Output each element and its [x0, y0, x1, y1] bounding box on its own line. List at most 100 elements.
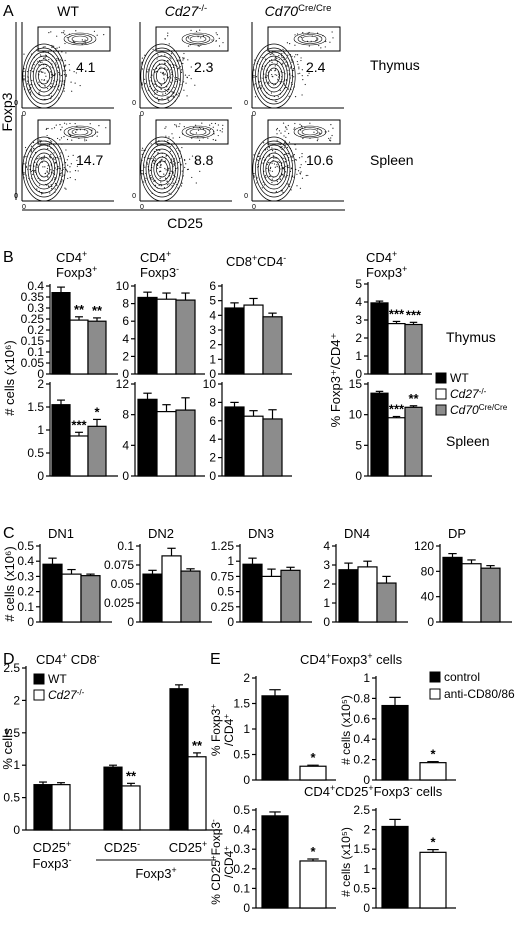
gate-box: [267, 26, 341, 52]
event-dot: [301, 69, 303, 71]
event-dot: [185, 82, 187, 84]
chart-E-1: 0 0.5 1 1.5 2 *: [233, 671, 336, 787]
event-dot: [65, 149, 67, 151]
y-tick-label: 0.15: [21, 334, 45, 348]
label-part: +: [66, 839, 71, 849]
event-dot: [173, 163, 175, 165]
event-dot: [187, 45, 190, 47]
label-part: Foxp3: [209, 822, 223, 856]
event-dot: [296, 173, 298, 175]
event-dot: [50, 95, 53, 97]
event-dot: [58, 89, 60, 91]
event-dot: [60, 152, 62, 154]
c-title: DN2: [148, 526, 174, 541]
event-dot: [144, 78, 146, 80]
event-dot: [259, 80, 261, 83]
event-dot: [59, 139, 61, 141]
event-dot: [50, 31, 52, 33]
label-part: Cd27: [165, 3, 200, 19]
event-dot: [280, 55, 283, 57]
event-dot: [165, 126, 167, 128]
gate-percentage: 2.3: [194, 59, 214, 75]
event-dot: [63, 135, 65, 138]
bar: [224, 406, 245, 477]
gate-box: [37, 119, 111, 145]
event-dot: [183, 89, 185, 91]
y-tick-label: 0.5: [217, 585, 234, 599]
event-dot: [218, 37, 220, 39]
event-dot: [287, 184, 290, 186]
label-part: Foxp3: [366, 265, 402, 280]
contour: [297, 127, 323, 137]
y-tick-label: 15: [349, 377, 363, 391]
y-tick-label: 2: [209, 451, 216, 465]
event-dot: [53, 45, 55, 47]
d-group-label: Foxp3-: [32, 855, 71, 871]
contour: [145, 51, 179, 101]
event-dot: [295, 159, 298, 161]
event-dot: [51, 185, 53, 188]
event-dot: [301, 75, 303, 77]
label-part: control: [444, 670, 480, 684]
event-dot: [279, 89, 281, 91]
event-dot: [298, 68, 300, 70]
axis-zero-label: 0: [244, 100, 248, 107]
axis-zero-label: 0: [140, 111, 144, 118]
event-dot: [23, 173, 25, 175]
event-dot: [287, 65, 289, 67]
contour: [181, 32, 215, 46]
d-y-label: % cells: [0, 728, 15, 770]
event-dot: [141, 82, 143, 84]
e-y-label: % CD25+Foxp3-: [209, 819, 224, 905]
b-y-label-right: % Foxp3⁺/CD4⁺: [328, 333, 343, 428]
event-dot: [278, 130, 281, 132]
event-dot: [318, 44, 320, 47]
event-dot: [56, 137, 59, 140]
panel-letter-b: B: [3, 249, 14, 266]
event-dot: [105, 127, 107, 129]
label-part: Foxp3: [331, 652, 367, 667]
event-dot: [151, 74, 153, 76]
y-tick-label: 0.4: [17, 554, 34, 568]
event-dot: [268, 147, 270, 149]
event-dot: [301, 152, 303, 155]
y-tick-label: 0: [27, 615, 34, 629]
event-dot: [61, 126, 63, 128]
event-dot: [39, 61, 42, 63]
event-dot: [46, 80, 48, 82]
bar: [33, 784, 53, 831]
event-dot: [276, 100, 278, 103]
event-dot: [34, 171, 36, 173]
event-dot: [150, 143, 152, 145]
bar: [262, 316, 283, 375]
event-dot: [164, 54, 166, 56]
event-dot: [283, 167, 285, 169]
event-dot: [209, 124, 211, 126]
event-dot: [277, 78, 279, 80]
legend-b-entry: WT: [450, 371, 469, 385]
significance-label: ***: [71, 417, 87, 432]
contour: [268, 160, 280, 178]
event-dot: [177, 161, 180, 164]
label-part: CD4: [56, 250, 82, 265]
label-part: -: [283, 253, 286, 263]
event-dot: [170, 81, 172, 83]
chart-E-4: 0 0.5 1 1.5 2 2.5 *: [353, 803, 456, 915]
contour: [145, 144, 179, 194]
event-dot: [32, 141, 35, 144]
contour: [293, 32, 327, 46]
event-dot: [199, 170, 201, 172]
event-dot: [144, 54, 146, 56]
y-tick-label: 0.4: [233, 823, 250, 837]
bar: [381, 704, 409, 781]
y-tick-label: 0: [363, 773, 370, 787]
event-dot: [53, 127, 56, 129]
bar: [404, 406, 423, 477]
event-dot: [156, 97, 159, 99]
event-dot: [293, 76, 295, 78]
e-title-top: CD4+Foxp3+ cells: [300, 651, 403, 667]
c-title: DP: [448, 526, 466, 541]
event-dot: [60, 172, 62, 175]
event-dot: [256, 182, 258, 184]
event-dot: [261, 68, 264, 70]
